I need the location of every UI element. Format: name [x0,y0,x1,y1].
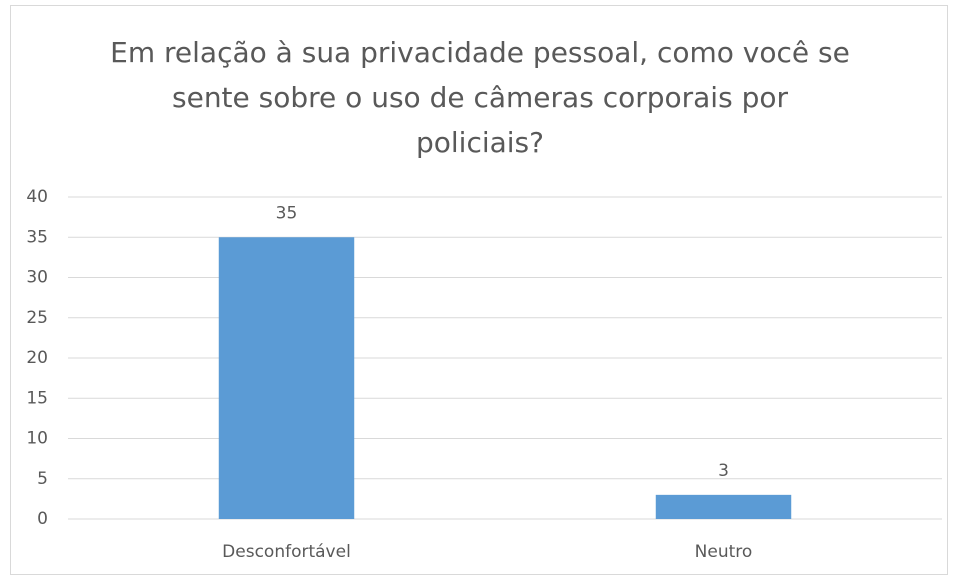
bar [218,237,355,519]
y-tick-label: 20 [26,348,48,368]
y-tick-label: 30 [26,268,48,288]
x-tick-label: Desconfortável [222,542,351,562]
y-tick-label: 25 [26,308,48,328]
data-label: 35 [276,203,298,223]
y-tick-label: 0 [37,509,48,529]
data-label: 3 [718,461,729,481]
y-tick-label: 35 [26,227,48,247]
y-tick-label: 5 [37,469,48,489]
chart-title: Em relação à sua privacidade pessoal, co… [110,36,850,159]
x-tick-label: Neutro [695,542,753,562]
y-tick-label: 40 [26,187,48,207]
chart-border [10,5,948,575]
y-tick-label: 10 [26,429,48,449]
bar [655,494,792,519]
y-tick-label: 15 [26,388,48,408]
